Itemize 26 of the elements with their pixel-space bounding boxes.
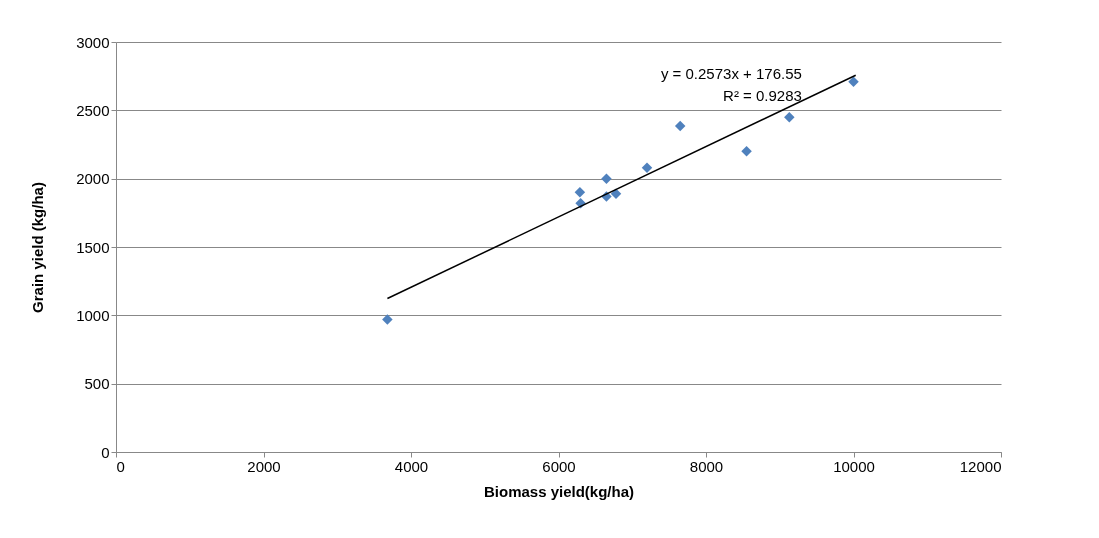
point [674, 120, 686, 132]
x-tick-label: 8000 [689, 457, 724, 475]
x-tick-label: 4000 [394, 457, 429, 475]
y-tick-label: 3000 [76, 33, 110, 51]
point [741, 146, 752, 157]
point [601, 173, 612, 184]
annotation: R² = 0.9283 [723, 87, 802, 104]
y-tick-label: 500 [84, 375, 110, 393]
point [641, 162, 653, 173]
point [848, 76, 859, 87]
y-tick-label: 2000 [76, 170, 110, 188]
y-tick-label: 2500 [76, 101, 110, 119]
y-tick-label: 1000 [76, 306, 110, 324]
x-tick-label: 0 [116, 457, 125, 475]
x-tick-label: 12000 [959, 457, 1002, 475]
x-tick-label: 10000 [833, 457, 875, 475]
point [784, 111, 795, 123]
point [574, 187, 586, 198]
x-axis-title: Biomass yield(kg/ha) [483, 482, 635, 500]
x-tick-label: 6000 [542, 457, 576, 475]
x-tick-label: 2000 [247, 457, 281, 475]
y-axis-title: Grain yield (kg/ha) [29, 182, 47, 313]
annotation: y = 0.2573x + 176.55 [660, 65, 802, 82]
y-tick-label: 0 [101, 443, 110, 461]
point [382, 314, 393, 325]
y-tick-label: 1500 [76, 238, 110, 256]
